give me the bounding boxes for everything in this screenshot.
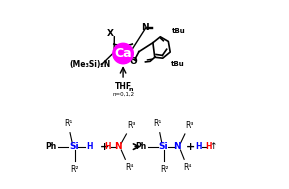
Circle shape	[113, 43, 133, 64]
Text: H: H	[86, 142, 92, 151]
Text: O: O	[130, 57, 138, 66]
Text: +: +	[100, 142, 109, 152]
Text: n: n	[128, 87, 133, 92]
Text: THF: THF	[114, 82, 132, 91]
Text: Si: Si	[69, 142, 79, 151]
Text: H: H	[196, 142, 202, 151]
Text: N: N	[173, 142, 181, 151]
Text: N: N	[114, 142, 122, 151]
Text: R¹: R¹	[64, 119, 72, 128]
Text: R⁴: R⁴	[184, 163, 192, 172]
Text: N: N	[141, 23, 148, 32]
Text: R³: R³	[127, 121, 136, 130]
Text: X: X	[107, 29, 114, 39]
Text: H: H	[104, 142, 110, 151]
Text: Ca: Ca	[114, 47, 132, 60]
Text: n=0,1,2: n=0,1,2	[112, 92, 134, 97]
Text: R²: R²	[71, 165, 79, 174]
Text: R²: R²	[160, 165, 168, 174]
Text: R¹: R¹	[154, 119, 162, 128]
Text: Si: Si	[158, 142, 168, 151]
Text: R³: R³	[186, 121, 194, 130]
Text: Ph: Ph	[135, 142, 146, 151]
Text: ↑: ↑	[209, 142, 216, 151]
Text: +: +	[186, 142, 195, 152]
Text: tBu: tBu	[171, 28, 185, 34]
Text: Ph: Ph	[46, 142, 57, 151]
Text: H: H	[205, 142, 212, 151]
Text: R⁴: R⁴	[125, 163, 133, 172]
Text: (Me₃Si)₂N: (Me₃Si)₂N	[70, 60, 111, 69]
Text: tBu: tBu	[171, 61, 184, 67]
